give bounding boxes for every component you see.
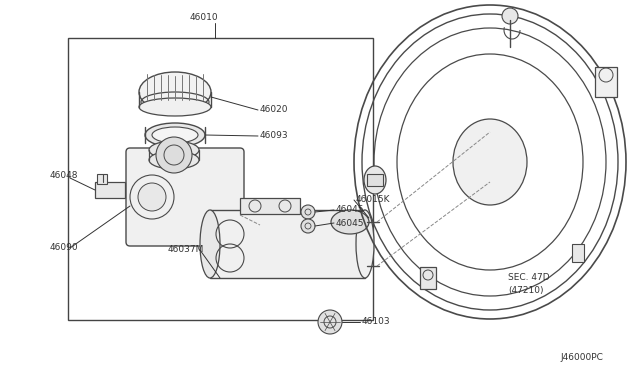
Bar [95, 182, 125, 198]
Bar [595, 67, 617, 97]
Text: 46015K: 46015K [356, 196, 390, 205]
Bar [97, 174, 107, 184]
Text: 46103: 46103 [362, 317, 390, 327]
Circle shape [301, 205, 315, 219]
Ellipse shape [139, 98, 211, 116]
Text: SEC. 47D: SEC. 47D [508, 273, 550, 282]
Circle shape [301, 219, 315, 233]
FancyBboxPatch shape [126, 148, 244, 246]
Bar [68, 38, 373, 320]
Circle shape [138, 183, 166, 211]
Circle shape [156, 137, 192, 173]
Text: 46037M: 46037M [168, 246, 204, 254]
Bar [210, 210, 365, 278]
Text: (47210): (47210) [508, 286, 543, 295]
Bar [572, 244, 584, 262]
Ellipse shape [145, 123, 205, 147]
Ellipse shape [139, 72, 211, 112]
Ellipse shape [356, 210, 374, 278]
Text: 46020: 46020 [260, 106, 289, 115]
Bar [367, 174, 383, 186]
Text: 46045: 46045 [336, 218, 365, 228]
Text: 46093: 46093 [260, 131, 289, 141]
Text: J46000PC: J46000PC [560, 353, 603, 362]
Bar [420, 267, 436, 289]
Ellipse shape [152, 127, 198, 143]
Ellipse shape [364, 166, 386, 194]
Ellipse shape [149, 141, 199, 159]
Text: 46048: 46048 [50, 170, 79, 180]
Ellipse shape [200, 210, 220, 278]
Ellipse shape [331, 210, 369, 234]
Circle shape [502, 8, 518, 24]
Circle shape [318, 310, 342, 334]
Ellipse shape [453, 119, 527, 205]
Text: 46090: 46090 [50, 244, 79, 253]
Ellipse shape [149, 151, 199, 169]
Text: 46045: 46045 [336, 205, 365, 215]
Bar [240, 198, 300, 214]
Text: 46010: 46010 [190, 13, 219, 22]
